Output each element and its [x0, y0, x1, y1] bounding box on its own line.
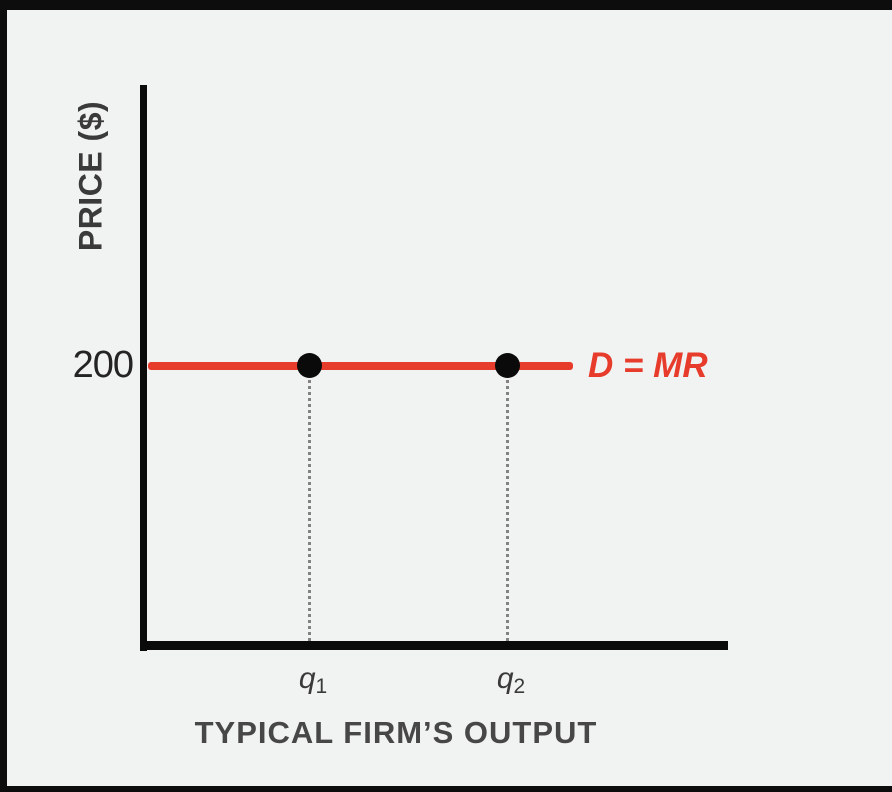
data-point-q1	[297, 353, 322, 378]
y-axis-line	[140, 85, 147, 651]
demand-mr-label: D = MR	[588, 346, 708, 385]
x-axis-tick-q2: q2	[486, 662, 536, 698]
x-tick-q2-base: q	[496, 662, 514, 695]
x-tick-q2-subscript: 2	[513, 675, 526, 698]
y-axis-tick-200: 200	[72, 344, 134, 386]
demand-mr-line	[148, 362, 573, 370]
y-axis-label: PRICE ($)	[72, 100, 109, 252]
x-axis-tick-q1: q1	[288, 662, 338, 698]
data-point-q2	[495, 353, 520, 378]
x-tick-q1-subscript: 1	[315, 675, 328, 698]
x-tick-q1-base: q	[298, 662, 316, 695]
chart-canvas: PRICE ($) 200 D = MR q1 q2 TYPICAL FIRM’…	[7, 10, 892, 786]
x-axis-line	[140, 641, 728, 650]
x-axis-label: TYPICAL FIRM’S OUTPUT	[194, 715, 598, 750]
dropline-q2	[506, 380, 509, 641]
dropline-q1	[308, 380, 311, 641]
